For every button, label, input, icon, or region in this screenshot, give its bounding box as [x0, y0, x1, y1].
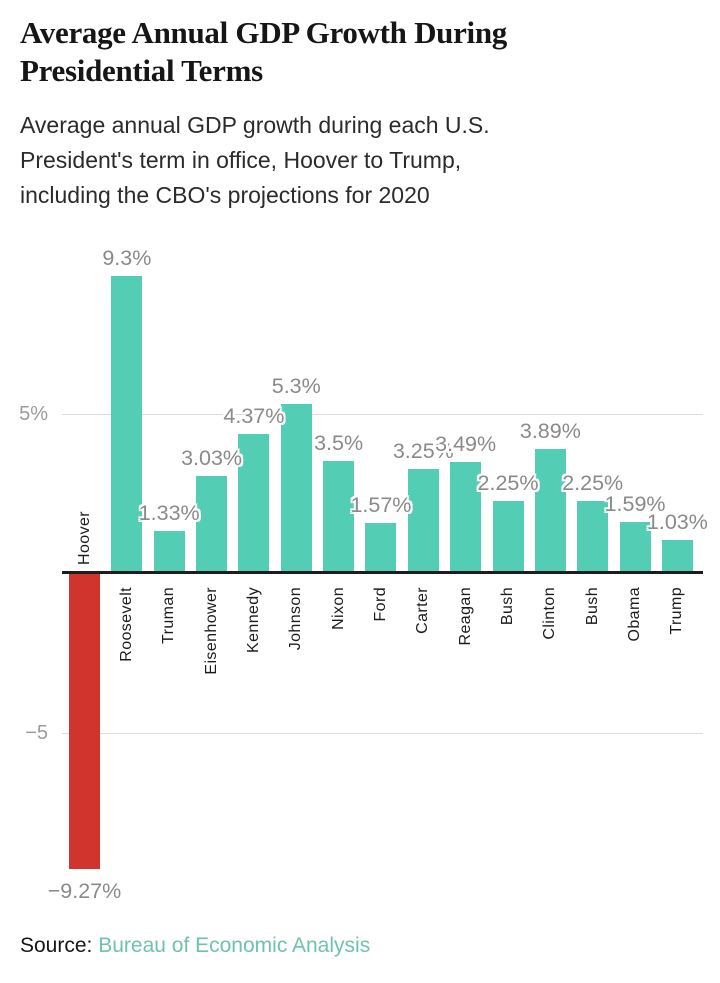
source-line: Source: Bureau of Economic Analysis — [20, 933, 700, 959]
x-axis-label-nixon: Nixon — [329, 587, 347, 630]
value-label-hoover: −9.27% — [47, 878, 122, 903]
x-axis-line — [62, 571, 703, 574]
bar-hoover — [69, 573, 100, 869]
x-axis-label-bush: Bush — [583, 587, 601, 626]
x-axis-label-carter: Carter — [414, 587, 432, 634]
value-label-clinton: 3.89% — [519, 418, 581, 443]
value-label-johnson: 5.3% — [271, 373, 321, 398]
bar-roosevelt — [111, 276, 143, 573]
x-axis-label-bush: Bush — [499, 587, 516, 626]
value-label-bush: 2.25% — [477, 471, 539, 496]
x-axis-label-hoover: Hoover — [75, 511, 93, 565]
bar-clinton — [534, 448, 566, 573]
x-axis-label-truman: Truman — [160, 587, 178, 644]
y-gridline — [62, 413, 703, 415]
bar-obama — [619, 522, 651, 573]
value-label-obama: 1.59% — [604, 492, 666, 517]
value-label-carter: 3.25% — [392, 439, 454, 464]
x-axis-label-clinton: Clinton — [541, 587, 559, 640]
bar-eisenhower — [196, 476, 228, 573]
bar-bush — [492, 501, 524, 573]
x-axis-label-obama: Obama — [626, 587, 644, 642]
x-axis-label-roosevelt: Roosevelt — [117, 587, 135, 662]
bar-reagan — [450, 461, 482, 573]
x-axis-label-eisenhower: Eisenhower — [202, 587, 220, 675]
value-label-roosevelt: 9.3% — [102, 246, 152, 271]
y-gridline — [62, 732, 703, 734]
chart-subtitle: Average annual GDP growth during each U.… — [20, 112, 490, 208]
y-axis-tick-label: 5% — [19, 402, 48, 425]
x-axis-label-kennedy: Kennedy — [244, 587, 262, 653]
value-label-trump: 1.03% — [646, 510, 708, 535]
value-label-ford: 1.57% — [350, 492, 412, 517]
value-label-reagan: 3.49% — [435, 431, 497, 456]
bar-carter — [407, 469, 439, 573]
bar-johnson — [280, 403, 312, 573]
bar-kennedy — [238, 433, 270, 573]
value-label-bush: 2.25% — [562, 471, 624, 496]
source-link[interactable]: Bureau of Economic Analysis — [98, 934, 371, 957]
value-label-nixon: 3.5% — [314, 431, 364, 456]
bar-nixon — [323, 461, 355, 573]
bar-ford — [365, 522, 397, 573]
x-axis-label-ford: Ford — [371, 587, 389, 622]
y-axis-tick-label: −5 — [25, 721, 48, 744]
value-label-truman: 1.33% — [138, 500, 200, 525]
value-label-kennedy: 4.37% — [223, 403, 285, 428]
bar-trump — [661, 540, 693, 573]
x-axis-label-reagan: Reagan — [456, 587, 474, 646]
x-axis-label-johnson: Johnson — [287, 587, 305, 651]
bar-bush — [577, 501, 609, 573]
bar-truman — [153, 530, 185, 573]
bar-chart: 5% −5 Hoover Roosevelt Truman Eisenhower Kenne… — [0, 225, 720, 925]
value-label-eisenhower: 3.03% — [181, 446, 243, 471]
page-title: Average Annual GDP Growth During Preside… — [20, 15, 508, 88]
x-axis-label-trump: Trump — [668, 587, 686, 635]
source-label: Source: — [20, 934, 93, 957]
